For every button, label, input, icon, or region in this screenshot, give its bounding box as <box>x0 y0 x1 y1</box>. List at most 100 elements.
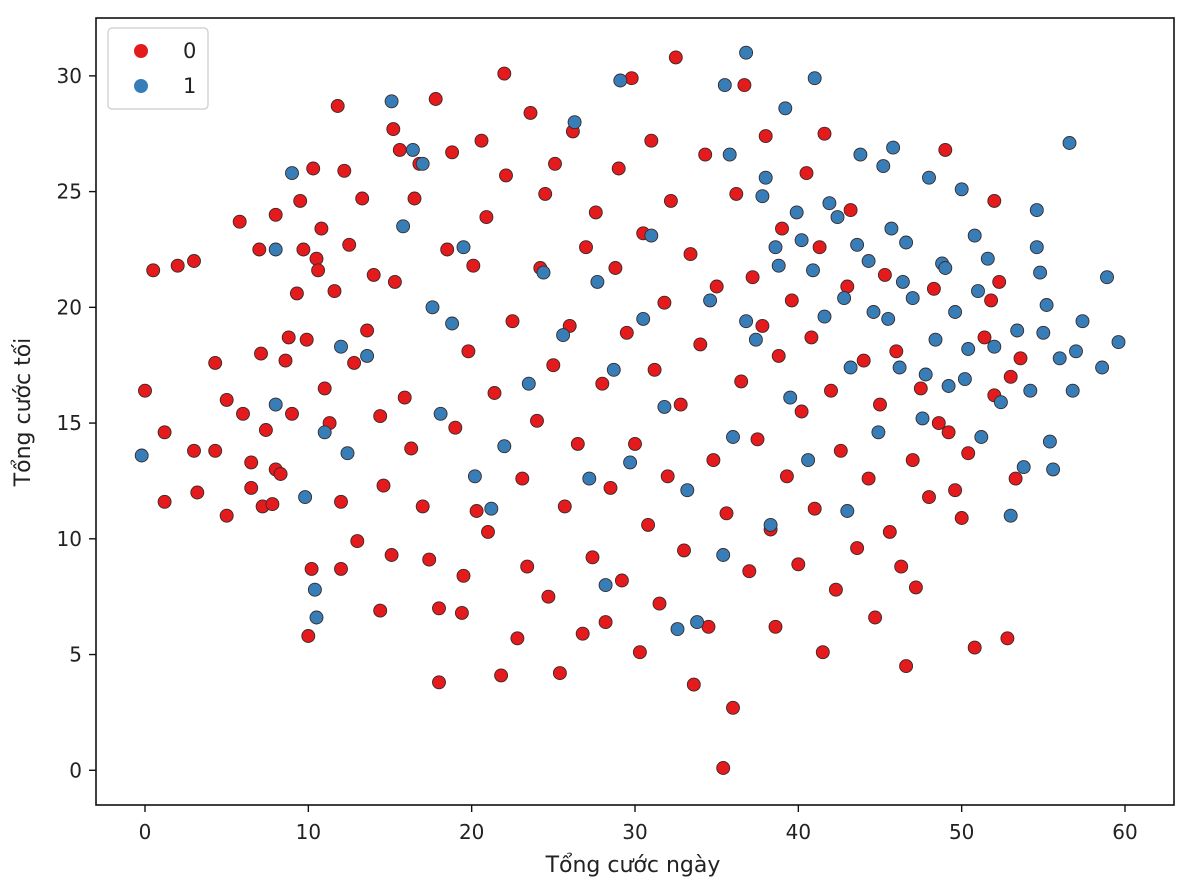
point-0-114 <box>647 362 662 377</box>
point-1-49 <box>794 233 809 248</box>
point-0-148 <box>799 166 814 181</box>
point-1-94 <box>1095 360 1110 375</box>
point-0-105 <box>611 161 626 176</box>
legend-marker-1 <box>134 79 148 93</box>
point-0-31 <box>301 629 316 643</box>
point-0-67 <box>445 145 460 160</box>
point-0-14 <box>244 455 259 470</box>
point-1-70 <box>948 305 963 319</box>
point-0-175 <box>938 142 953 157</box>
point-0-49 <box>366 267 381 282</box>
point-0-40 <box>330 99 345 113</box>
point-1-78 <box>1003 508 1018 523</box>
point-1-27 <box>590 274 605 289</box>
x-tick-label: 30 <box>622 820 647 844</box>
point-0-120 <box>673 397 688 412</box>
point-0-125 <box>698 147 713 162</box>
point-0-0 <box>138 383 152 398</box>
point-1-16 <box>433 406 448 421</box>
point-0-63 <box>428 92 443 106</box>
point-0-110 <box>632 645 647 660</box>
point-0-32 <box>304 561 319 576</box>
point-0-127 <box>706 453 721 468</box>
point-1-54 <box>840 504 855 518</box>
point-1-62 <box>892 360 907 375</box>
point-0-124 <box>693 337 708 352</box>
point-0-188 <box>1008 471 1023 486</box>
point-1-71 <box>954 182 969 197</box>
point-1-110 <box>755 189 770 204</box>
point-0-81 <box>505 314 520 329</box>
point-1-58 <box>871 425 886 440</box>
point-0-141 <box>768 619 783 634</box>
point-1-109 <box>768 240 783 255</box>
point-1-41 <box>726 430 740 444</box>
point-1-13 <box>405 142 420 157</box>
point-0-78 <box>494 668 509 683</box>
point-1-93 <box>1075 314 1090 329</box>
point-1-0 <box>134 448 149 463</box>
point-1-112 <box>722 147 737 162</box>
point-1-81 <box>1023 383 1038 398</box>
x-tick-label: 50 <box>949 820 974 844</box>
point-0-62 <box>422 552 437 567</box>
point-0-145 <box>784 293 799 308</box>
point-0-137 <box>750 432 765 447</box>
point-1-12 <box>396 219 411 234</box>
point-1-87 <box>1042 434 1057 449</box>
y-tick-label: 0 <box>69 758 82 782</box>
point-0-52 <box>376 478 391 493</box>
point-0-30 <box>299 332 314 347</box>
y-tick-label: 25 <box>57 180 82 204</box>
point-0-169 <box>905 453 920 468</box>
point-0-174 <box>931 416 946 431</box>
point-0-51 <box>373 409 388 424</box>
point-0-113 <box>644 133 659 148</box>
point-0-167 <box>894 559 909 574</box>
point-0-55 <box>387 274 402 289</box>
point-1-103 <box>866 305 881 319</box>
point-0-26 <box>285 406 299 421</box>
point-1-34 <box>657 399 672 414</box>
point-0-117 <box>660 469 675 484</box>
point-0-83 <box>515 471 530 486</box>
point-1-44 <box>758 170 773 185</box>
point-1-25 <box>567 115 582 130</box>
point-1-50 <box>801 453 816 468</box>
point-0-103 <box>603 480 618 495</box>
point-1-4 <box>298 490 313 505</box>
point-0-153 <box>817 126 832 141</box>
point-0-186 <box>1000 631 1015 646</box>
point-0-35 <box>311 263 326 278</box>
point-0-134 <box>737 78 752 93</box>
point-0-2 <box>170 258 185 273</box>
point-0-56 <box>392 142 407 157</box>
point-1-47 <box>778 101 793 116</box>
point-1-92 <box>1069 344 1083 359</box>
point-0-185 <box>992 274 1007 289</box>
point-1-19 <box>467 469 482 484</box>
point-0-173 <box>926 281 941 296</box>
point-0-21 <box>268 207 283 222</box>
point-0-172 <box>922 490 936 505</box>
point-1-91 <box>1065 383 1080 398</box>
point-0-133 <box>734 374 749 389</box>
legend-box <box>107 27 209 110</box>
y-axis-label: Tổng cước tối <box>11 338 36 488</box>
point-0-160 <box>856 353 871 368</box>
point-0-132 <box>729 186 744 201</box>
point-0-183 <box>987 193 1002 208</box>
point-0-116 <box>657 295 672 310</box>
point-1-40 <box>717 78 732 93</box>
point-1-8 <box>334 339 348 354</box>
point-0-163 <box>873 397 887 412</box>
point-0-12 <box>232 214 247 229</box>
point-1-3 <box>285 166 299 181</box>
point-1-35 <box>670 622 685 637</box>
point-0-4 <box>157 425 172 440</box>
point-0-7 <box>190 485 205 500</box>
point-0-101 <box>595 376 610 391</box>
point-1-18 <box>456 240 471 255</box>
point-0-10 <box>219 508 234 523</box>
x-axis-label: Tổng cước ngày <box>545 853 721 878</box>
